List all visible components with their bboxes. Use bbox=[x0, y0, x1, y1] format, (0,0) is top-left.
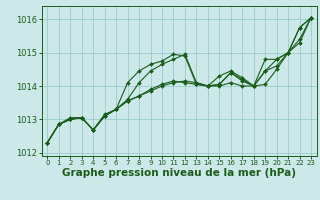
X-axis label: Graphe pression niveau de la mer (hPa): Graphe pression niveau de la mer (hPa) bbox=[62, 168, 296, 178]
